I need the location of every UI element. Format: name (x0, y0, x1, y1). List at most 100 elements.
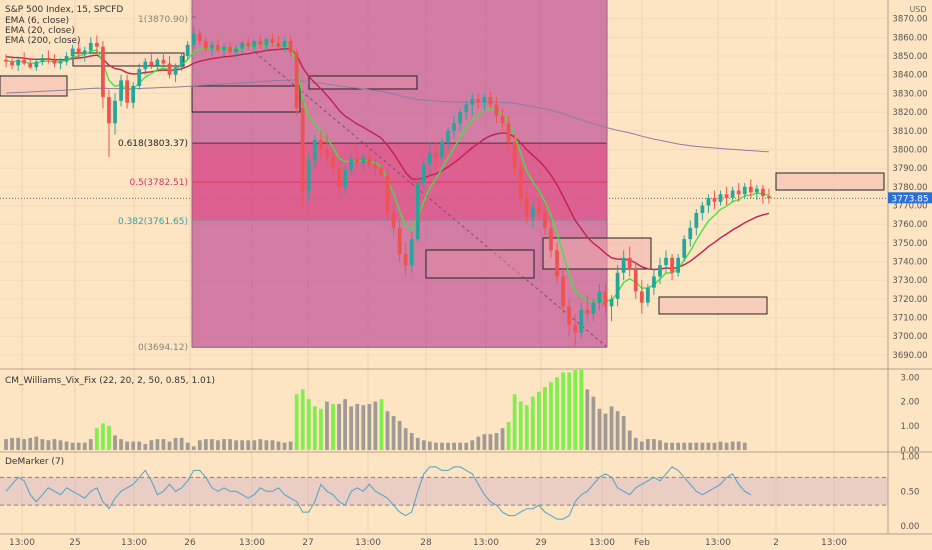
vix-fix-bar (561, 372, 565, 450)
price-tick-label: 3720.00 (892, 295, 927, 305)
last-price-value: 3773.85 (891, 194, 928, 204)
vix-fix-bar (149, 440, 154, 450)
candle-body (4, 59, 8, 62)
price-tick-label: 3790.00 (892, 164, 927, 174)
vix-fix-bar (500, 428, 505, 450)
vix-fix-bar (670, 442, 674, 450)
candle-body (113, 100, 117, 124)
vix-fix-bar (409, 433, 414, 450)
candle-body (270, 39, 275, 43)
price-axis[interactable]: USD 3690.00 3700.00 3710.00 3720.00 3730.00 3… (892, 5, 927, 361)
candle-body (512, 141, 517, 169)
time-axis[interactable]: 13:00 25 13:00 26 13:00 27 13:00 28 13:00 29 13:00… (9, 538, 847, 548)
candle-body (712, 198, 717, 202)
price-axis-unit: USD (909, 5, 926, 14)
candle-body (476, 99, 481, 103)
vix-fix-bar (512, 394, 517, 450)
candle-body (658, 265, 662, 277)
supply-demand-boxes[interactable] (0, 52, 885, 315)
time-tick-label: 13:00 (821, 538, 847, 548)
candle-body (373, 164, 378, 169)
demarker-panel: 0.00 0.50 1.00 (0, 452, 919, 532)
candle-body (500, 115, 505, 124)
candle-body (543, 212, 547, 228)
vix-fix-bar (603, 413, 608, 450)
vix-fix-bar (549, 382, 553, 450)
price-candles (4, 26, 771, 348)
vix-fix-bar (228, 439, 232, 450)
zone-box (425, 249, 535, 279)
vix-fix-bar (361, 405, 366, 450)
vix-fix-bar (82, 442, 87, 450)
vix-fix-bar (518, 401, 523, 450)
vix-fix-bar (216, 440, 220, 450)
candle-body (258, 41, 263, 45)
vix-fix-bar (246, 440, 251, 450)
price-tick-label: 3710.00 (892, 314, 927, 324)
candle-body (754, 188, 759, 193)
vix-fix-bar (64, 441, 69, 450)
candle-body (22, 59, 27, 64)
candle-body (282, 41, 287, 47)
vix-fix-bar (639, 441, 644, 450)
time-tick-label: 26 (184, 538, 196, 548)
candle-body (306, 160, 311, 191)
time-tick-label: 28 (420, 538, 432, 548)
candle-body (488, 97, 493, 105)
candle-body (452, 123, 456, 131)
candle-body (385, 175, 390, 213)
vix-fix-bar (34, 436, 39, 450)
vix-fix-bar (294, 394, 299, 450)
candle-body (736, 190, 741, 195)
fib-bottom-label: 0(3694.12) (138, 343, 188, 353)
demarker-tick-label: 1.00 (901, 452, 920, 462)
candle-body (240, 42, 245, 49)
candle-body (524, 198, 529, 217)
vix-fix-bar (264, 440, 269, 450)
fibonacci-retracement[interactable] (191, 0, 608, 348)
candle-body (682, 239, 687, 258)
candle-body (403, 254, 408, 266)
zone-box (658, 296, 768, 315)
candle-body (28, 63, 33, 68)
fibonacci-labels: 1(3870.90) 0.618(3803.37) 0.5(3782.51) 0… (118, 15, 188, 353)
vix-fix-panel: 0.00 1.00 2.00 3.00 (4, 370, 919, 456)
price-tick-label: 3860.00 (892, 33, 927, 43)
vix-fix-bar (258, 439, 263, 450)
fib-level-0382-label: 0.382(3761.65) (118, 217, 188, 227)
vix-fix-bar (652, 439, 656, 450)
time-tick-label: 13:00 (9, 538, 35, 548)
candle-body (530, 207, 535, 217)
candle-body (627, 257, 632, 269)
price-tick-label: 3800.00 (892, 145, 927, 155)
vix-fix-bar (452, 442, 456, 450)
vix-fix-bar (88, 439, 93, 450)
vix-fix-bar (397, 420, 402, 450)
price-tick-label: 3730.00 (892, 276, 927, 286)
time-tick-label: 13:00 (705, 538, 731, 548)
price-tick-label: 3700.00 (892, 332, 927, 342)
candle-body (676, 257, 681, 273)
vix-fix-bar (113, 435, 117, 450)
candle-body (518, 168, 523, 199)
candle-body (724, 194, 729, 199)
vix-fix-bar (724, 442, 729, 450)
candle-body (337, 168, 341, 187)
candle-body (700, 205, 705, 213)
demarker-title: DeMarker (7) (5, 457, 64, 467)
candle-body (367, 156, 372, 165)
time-tick-label: 13:00 (121, 538, 147, 548)
candle-body (167, 63, 172, 75)
vix-fix-bar (240, 440, 245, 450)
vix-fix-bar (203, 439, 208, 450)
candle-body (397, 227, 402, 255)
vix-fix-bar (530, 396, 535, 450)
vix-fix-bar (506, 422, 511, 450)
candle-body (585, 310, 590, 314)
vix-fix-bar (70, 442, 75, 450)
candle-body (434, 153, 438, 157)
vix-fix-bar (58, 440, 63, 450)
candle-body (107, 97, 111, 124)
demarker-tick-label: 0.00 (901, 522, 920, 532)
